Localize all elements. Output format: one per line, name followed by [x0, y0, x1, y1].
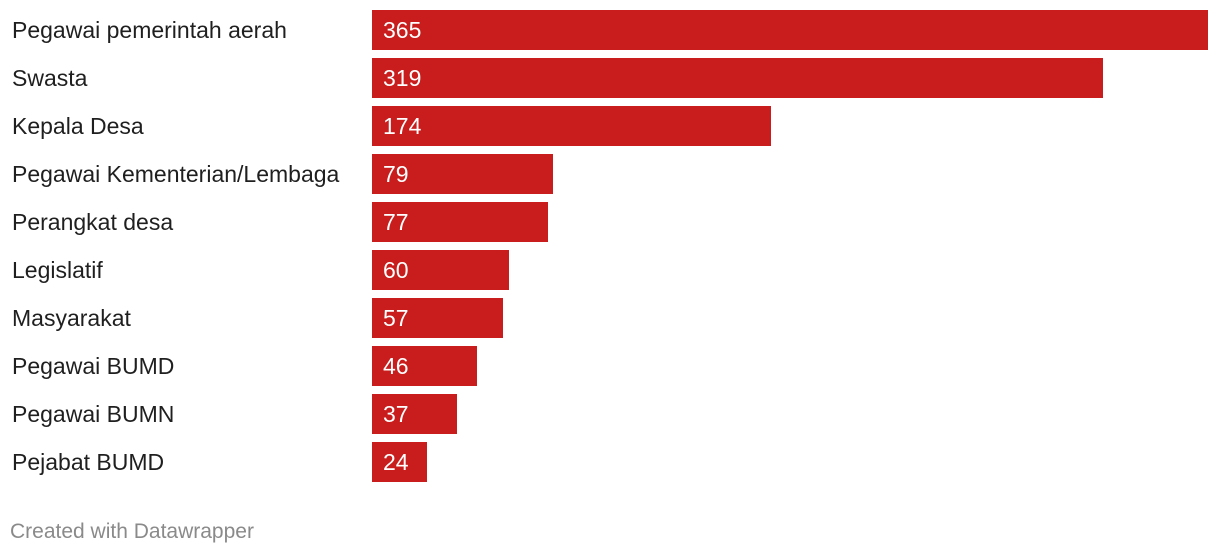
category-label: Pegawai BUMD [12, 353, 175, 379]
bar-value-label: 37 [383, 401, 409, 427]
bar[interactable] [372, 298, 503, 338]
bar-value-label: 24 [383, 449, 409, 475]
category-label: Pegawai pemerintah aerah [12, 17, 287, 43]
bar[interactable] [372, 394, 457, 434]
bar-chart: Pegawai pemerintah aerah 365 Swasta 319 Kepa… [12, 10, 1208, 482]
category-label: Pegawai BUMN [12, 401, 175, 427]
category-label: Pejabat BUMD [12, 449, 165, 475]
bar-value-label: 174 [383, 113, 422, 139]
chart-credit[interactable]: Created with Datawrapper [10, 520, 254, 543]
bar-value-label: 57 [383, 305, 409, 331]
bar-value-label: 46 [383, 353, 409, 379]
bar-value-label: 77 [383, 209, 409, 235]
bar[interactable] [372, 250, 509, 290]
bar-value-label: 79 [383, 161, 409, 187]
category-label: Pegawai Kementerian/Lembaga [12, 161, 340, 187]
category-label: Kepala Desa [12, 113, 144, 139]
bar[interactable] [372, 442, 427, 482]
bar[interactable] [372, 106, 771, 146]
category-label: Swasta [12, 65, 88, 91]
bar[interactable] [372, 202, 548, 242]
bar[interactable] [372, 58, 1103, 98]
bar-value-label: 365 [383, 17, 422, 43]
category-label: Perangkat desa [12, 209, 174, 235]
bar-value-label: 60 [383, 257, 409, 283]
bar[interactable] [372, 10, 1208, 50]
category-label: Masyarakat [12, 305, 131, 331]
bar[interactable] [372, 346, 477, 386]
category-label: Legislatif [12, 257, 103, 283]
bar-value-label: 319 [383, 65, 422, 91]
bar[interactable] [372, 154, 553, 194]
